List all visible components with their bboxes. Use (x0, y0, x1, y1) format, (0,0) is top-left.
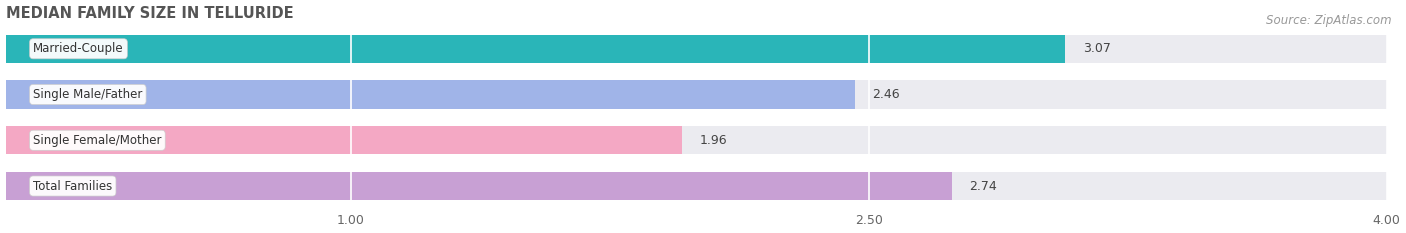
Text: Single Male/Father: Single Male/Father (34, 88, 142, 101)
Text: Source: ZipAtlas.com: Source: ZipAtlas.com (1267, 14, 1392, 27)
Bar (6, 80, 1386, 109)
Bar (6, 126, 682, 154)
Text: Married-Couple: Married-Couple (34, 42, 124, 55)
Text: 2.74: 2.74 (969, 179, 997, 192)
Bar (6, 80, 855, 109)
Text: MEDIAN FAMILY SIZE IN TELLURIDE: MEDIAN FAMILY SIZE IN TELLURIDE (6, 6, 294, 21)
Bar (6, 34, 1066, 63)
Text: Single Female/Mother: Single Female/Mother (34, 134, 162, 147)
Text: Total Families: Total Families (34, 179, 112, 192)
Bar (6, 172, 1386, 200)
Bar (6, 126, 1386, 154)
Bar (6, 34, 1386, 63)
Text: 3.07: 3.07 (1083, 42, 1111, 55)
Bar (6, 172, 952, 200)
Text: 1.96: 1.96 (699, 134, 727, 147)
Text: 2.46: 2.46 (872, 88, 900, 101)
